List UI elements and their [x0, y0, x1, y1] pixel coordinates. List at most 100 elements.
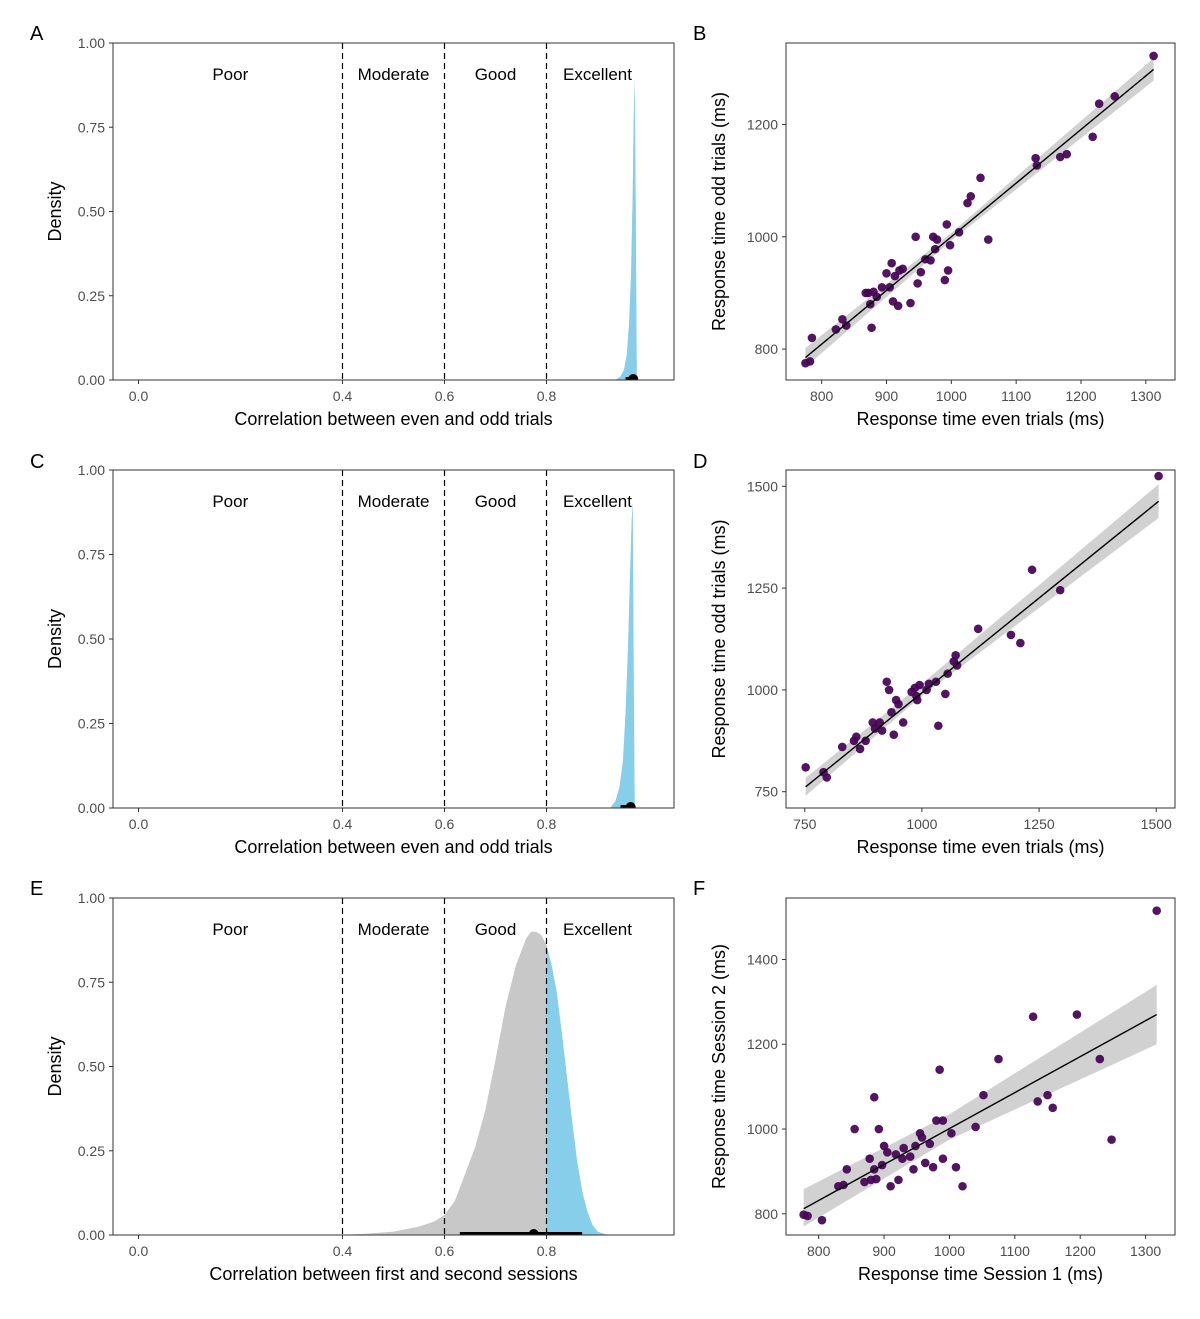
scatter-point	[951, 1162, 961, 1172]
y-axis-title: Density	[45, 181, 65, 241]
scatter-point	[951, 650, 960, 660]
y-tick-label: 0.75	[78, 119, 105, 135]
scatter-point	[1107, 1135, 1116, 1144]
scatter-point	[870, 724, 880, 733]
y-tick-label: 1.00	[78, 462, 105, 478]
band-label: Poor	[212, 920, 248, 939]
confidence-ribbon	[805, 484, 1159, 796]
y-tick-label: 1.00	[78, 890, 105, 906]
scatter-point	[837, 742, 847, 752]
scatter-point	[973, 624, 983, 634]
scatter-point	[954, 227, 964, 237]
scatter-point	[872, 292, 882, 302]
scatter-point	[1095, 1054, 1105, 1064]
scatter-point	[807, 333, 817, 343]
scatter-point	[926, 256, 935, 265]
x-tick-label: 0.6	[435, 1243, 455, 1259]
band-label: Moderate	[358, 920, 430, 939]
x-tick-label: 0.8	[537, 816, 557, 832]
scatter-point	[913, 279, 922, 288]
scatter-point	[803, 1211, 812, 1221]
x-tick-label: 0.4	[333, 1243, 353, 1259]
regression-line	[803, 1013, 1158, 1210]
scatter-point	[894, 699, 903, 709]
y-axis-title: Response time odd trials (ms)	[709, 519, 729, 758]
scatter-point	[894, 1175, 903, 1185]
x-axis-title: Correlation between even and odd trials	[234, 837, 552, 857]
panel-border	[785, 469, 1176, 809]
scatter-point	[947, 1128, 956, 1138]
confidence-ribbon	[803, 984, 1157, 1227]
x-tick-label: 0.6	[435, 816, 455, 832]
y-axis-title: Density	[45, 609, 65, 669]
scatter-point	[869, 1092, 879, 1102]
x-axis-title: Response time Session 1 (ms)	[858, 1264, 1103, 1284]
y-tick-label: 0.00	[78, 372, 105, 388]
y-tick-label: 0.50	[78, 1059, 105, 1075]
scatter-point	[932, 1116, 941, 1125]
scatter-point	[945, 240, 955, 250]
scatter-point	[855, 744, 865, 754]
panel-e: E Poor Moderate Good Excellent 0.0 0.4 0.6 0.8 0.…	[30, 878, 675, 1284]
scatter-point	[943, 266, 953, 275]
scatter-point	[983, 235, 993, 244]
scatter-point	[915, 680, 924, 690]
y-tick-label: 0.25	[78, 716, 105, 732]
band-label: Good	[475, 492, 517, 511]
x-tick-label: 1500	[1141, 816, 1172, 832]
scatter-point	[887, 258, 896, 268]
scatter-point	[1048, 1103, 1058, 1113]
scatter-point	[822, 773, 832, 782]
point-estimate	[628, 374, 639, 380]
scatter-point	[882, 268, 891, 278]
scatter-point	[1043, 1090, 1052, 1100]
y-tick-label: 0.50	[78, 631, 105, 647]
panel-c: C Poor Moderate Good Excellent 0.0 0.4 0.6 0.8 0.…	[30, 451, 675, 857]
x-tick-label: 900	[872, 1243, 896, 1259]
scatter-point	[941, 689, 950, 699]
scatter-point	[920, 1158, 930, 1168]
scatter-point	[1055, 585, 1065, 595]
scatter-point	[905, 1152, 915, 1161]
plot-area	[341, 470, 636, 808]
band-label: Poor	[212, 65, 248, 84]
y-tick-label: 800	[755, 1206, 779, 1222]
scatter-point	[979, 1090, 988, 1100]
band-label: Moderate	[358, 492, 430, 511]
scatter-point	[935, 1065, 944, 1074]
panel-letter: C	[30, 451, 44, 473]
density-area-excellent	[615, 80, 637, 380]
panel-letter: A	[30, 23, 44, 45]
scatter-point	[817, 1215, 827, 1225]
y-tick-label: 0.25	[78, 288, 105, 304]
band-label: Excellent	[563, 492, 632, 511]
regression-line	[805, 68, 1155, 359]
panel-letter: F	[693, 878, 705, 900]
scatter-point	[852, 732, 861, 742]
y-tick-label: 1200	[747, 1036, 778, 1052]
panel-d: D 750 1000 1250 1500 750 1000 1250 1500 Response …	[693, 451, 1176, 857]
point-estimate	[625, 802, 636, 808]
scatter-point	[879, 1141, 889, 1151]
scatter-point	[860, 1177, 869, 1187]
scatter-point	[1062, 149, 1072, 159]
x-tick-label: 1300	[1130, 1243, 1161, 1259]
scatter-point	[906, 298, 915, 308]
x-tick-label: 800	[810, 388, 834, 404]
x-tick-label: 0.8	[537, 388, 557, 404]
scatter-point	[916, 267, 926, 277]
y-axis-title: Density	[45, 1036, 65, 1096]
x-tick-label: 1000	[936, 388, 967, 404]
y-axis-title: Response time odd trials (ms)	[709, 92, 729, 331]
scatter-point	[942, 220, 952, 229]
scatter-point	[889, 730, 899, 739]
scatter-point	[971, 1122, 980, 1132]
plot-area	[341, 898, 608, 1235]
band-label: Excellent	[563, 65, 632, 84]
y-tick-label: 0.50	[78, 204, 105, 220]
scatter-point	[887, 708, 896, 717]
scatter-point	[1072, 1010, 1082, 1019]
y-tick-label: 1000	[747, 682, 778, 698]
